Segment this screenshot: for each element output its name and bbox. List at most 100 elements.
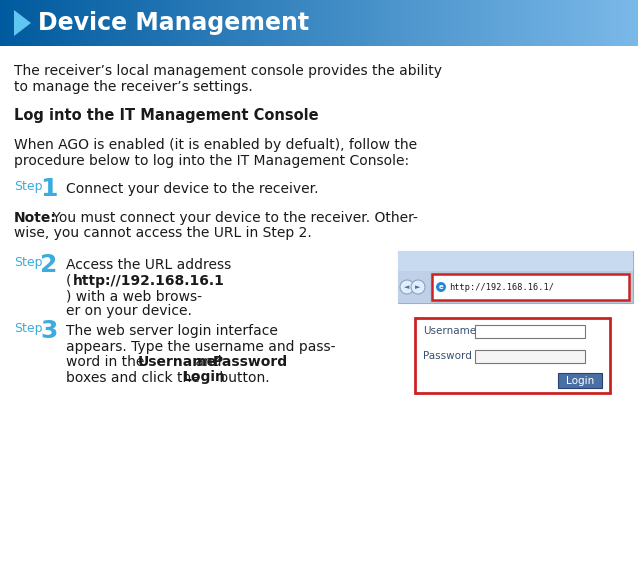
Bar	[442, 0, 445, 46]
Bar	[321, 0, 323, 46]
Bar	[343, 0, 345, 46]
Bar	[630, 0, 632, 46]
Bar	[436, 0, 438, 46]
Bar	[475, 325, 585, 338]
Bar	[32, 0, 34, 46]
Bar	[311, 0, 313, 46]
Bar	[200, 0, 202, 46]
Bar	[536, 0, 538, 46]
Bar	[345, 0, 346, 46]
Bar	[289, 0, 292, 46]
Bar	[238, 0, 241, 46]
Bar	[496, 0, 498, 46]
Bar	[376, 0, 378, 46]
Bar	[68, 0, 70, 46]
Text: ►: ►	[415, 284, 420, 290]
Text: Username: Username	[423, 326, 476, 336]
Bar	[166, 0, 168, 46]
Bar	[553, 0, 555, 46]
Circle shape	[411, 280, 425, 294]
Bar	[149, 0, 151, 46]
Bar	[472, 0, 474, 46]
Text: ◄: ◄	[404, 284, 410, 290]
Bar	[468, 0, 470, 46]
Text: http://192.168.16.1: http://192.168.16.1	[73, 274, 225, 288]
Bar	[274, 0, 276, 46]
Bar	[364, 0, 366, 46]
Bar	[57, 0, 59, 46]
Bar	[126, 0, 128, 46]
Bar	[77, 0, 78, 46]
Bar	[209, 0, 211, 46]
Bar	[415, 318, 610, 393]
Text: ) with a web brows-: ) with a web brows-	[66, 289, 202, 303]
Bar	[576, 0, 579, 46]
Bar	[295, 0, 298, 46]
Bar	[557, 0, 560, 46]
Bar	[593, 0, 595, 46]
Bar	[461, 0, 464, 46]
Bar	[334, 0, 336, 46]
Bar	[83, 0, 85, 46]
Bar	[561, 0, 563, 46]
Bar	[177, 0, 179, 46]
Bar	[598, 0, 600, 46]
Bar	[257, 0, 260, 46]
Bar	[519, 0, 521, 46]
Bar	[466, 0, 468, 46]
Bar	[453, 0, 455, 46]
Bar	[158, 0, 160, 46]
Bar	[221, 0, 223, 46]
Text: http://192.168.16.1/: http://192.168.16.1/	[449, 283, 554, 292]
Bar	[378, 0, 381, 46]
Bar	[394, 0, 396, 46]
Bar	[170, 0, 172, 46]
Bar	[525, 0, 528, 46]
Bar	[591, 0, 593, 46]
Bar	[11, 0, 13, 46]
Bar	[132, 0, 134, 46]
Bar	[225, 0, 228, 46]
Bar	[574, 0, 576, 46]
Bar	[426, 0, 427, 46]
Bar	[53, 0, 56, 46]
Bar	[179, 0, 181, 46]
Bar	[198, 0, 200, 46]
Text: Device Management: Device Management	[38, 11, 309, 35]
Bar	[400, 0, 402, 46]
Bar	[285, 0, 287, 46]
Bar	[512, 0, 515, 46]
Bar	[202, 0, 204, 46]
Bar	[270, 0, 272, 46]
Text: procedure below to log into the IT Management Console:: procedure below to log into the IT Manag…	[14, 154, 409, 167]
Bar	[357, 0, 359, 46]
Bar	[244, 0, 247, 46]
Bar	[206, 0, 209, 46]
Bar	[338, 0, 340, 46]
Bar	[119, 0, 121, 46]
Bar	[582, 0, 585, 46]
Bar	[560, 0, 561, 46]
Text: Username: Username	[138, 355, 217, 369]
Bar	[215, 0, 217, 46]
Bar	[121, 0, 123, 46]
Text: Step: Step	[14, 256, 43, 269]
Bar	[611, 0, 612, 46]
Bar	[489, 0, 491, 46]
Bar	[423, 0, 426, 46]
Bar	[172, 0, 174, 46]
Bar	[85, 0, 87, 46]
Bar	[396, 0, 397, 46]
Bar	[164, 0, 166, 46]
Text: e: e	[439, 284, 443, 290]
Bar	[508, 0, 510, 46]
Text: and: and	[191, 355, 226, 369]
Bar	[266, 0, 268, 46]
Text: Login: Login	[183, 371, 226, 384]
Bar	[383, 0, 385, 46]
Bar	[608, 0, 611, 46]
Bar	[398, 251, 633, 303]
Bar	[349, 0, 351, 46]
Bar	[542, 0, 544, 46]
Bar	[66, 0, 68, 46]
